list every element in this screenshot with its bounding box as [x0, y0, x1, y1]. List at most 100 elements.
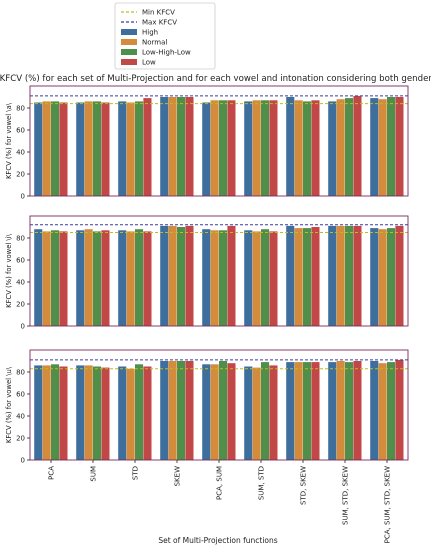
- bar-high-8: [328, 101, 337, 196]
- y-tick-label: 40: [16, 279, 25, 287]
- bar-low-high-low-1: [51, 230, 60, 326]
- y-tick-label: 80: [16, 235, 25, 243]
- bar-low-2: [101, 102, 110, 196]
- bar-normal-8: [336, 361, 345, 460]
- bar-high-3: [118, 101, 127, 196]
- bar-normal-1: [42, 101, 51, 196]
- bar-normal-6: [252, 367, 261, 460]
- bar-high-1: [34, 102, 43, 196]
- bar-low-5: [227, 100, 236, 196]
- bar-normal-1: [42, 365, 51, 460]
- bar-normal-2: [84, 365, 93, 460]
- bar-low-high-low-3: [135, 101, 144, 196]
- bar-low-2: [101, 367, 110, 460]
- y-tick-label: 0: [21, 457, 25, 465]
- legend-entry-low-swatch: [121, 59, 137, 65]
- y-tick-label: 0: [21, 193, 25, 201]
- bar-high-5: [202, 364, 211, 460]
- bar-low-7: [311, 100, 320, 196]
- bar-low-3: [143, 98, 152, 196]
- bar-low-8: [353, 95, 362, 196]
- bar-normal-5: [210, 230, 219, 326]
- legend-entry-high-swatch: [121, 29, 137, 35]
- bar-normal-3: [126, 102, 135, 196]
- x-tick-label-8: SUM, STD, SKEW: [342, 466, 350, 525]
- y-tick-label: 20: [16, 435, 25, 443]
- bar-normal-5: [210, 100, 219, 196]
- bar-normal-7: [294, 100, 303, 196]
- bar-normal-7: [294, 362, 303, 460]
- bar-normal-9: [378, 363, 387, 460]
- bar-low-high-low-2: [93, 101, 102, 196]
- x-tick-label-4: SKEW: [174, 466, 182, 486]
- bar-low-high-low-9: [387, 228, 396, 326]
- panel-frame: [29, 215, 409, 327]
- y-axis-label: KFCV (%) for vowel \i\: [5, 233, 13, 308]
- x-tick-label-3: STD: [132, 466, 140, 480]
- bar-low-high-low-8: [345, 362, 354, 460]
- bar-low-9: [395, 225, 404, 326]
- bar-low-high-low-3: [135, 364, 144, 460]
- bar-high-6: [244, 230, 253, 326]
- bar-normal-8: [336, 99, 345, 196]
- legend-entry-low-high-low-label: Low-High-Low: [142, 49, 191, 57]
- bar-low-high-low-6: [261, 229, 270, 326]
- bar-high-7: [286, 225, 295, 326]
- legend-entry-low-high-low-swatch: [121, 49, 137, 55]
- bar-high-2: [76, 102, 85, 196]
- bar-low-high-low-7: [303, 362, 312, 460]
- bar-normal-2: [84, 229, 93, 326]
- bar-low-high-low-3: [135, 229, 144, 326]
- bar-low-high-low-4: [177, 227, 186, 326]
- bar-normal-8: [336, 225, 345, 326]
- bar-normal-3: [126, 368, 135, 460]
- bar-high-3: [118, 230, 127, 326]
- bar-high-8: [328, 225, 337, 326]
- bar-high-3: [118, 366, 127, 460]
- bar-high-6: [244, 366, 253, 460]
- bar-low-4: [185, 225, 194, 326]
- bar-normal-4: [168, 361, 177, 460]
- legend-entry-max-kfcv-label: Max KFCV: [142, 19, 177, 27]
- bar-high-4: [160, 97, 169, 196]
- bar-high-5: [202, 102, 211, 196]
- bar-low-7: [311, 362, 320, 460]
- y-axis-label: KFCV (%) for vowel \u\: [5, 366, 13, 443]
- bar-low-8: [353, 225, 362, 326]
- bar-low-6: [269, 100, 278, 196]
- bar-normal-6: [252, 100, 261, 196]
- x-tick-label-9: PCA, SUM, STD, SKEW: [384, 466, 392, 543]
- bar-normal-3: [126, 231, 135, 326]
- bar-normal-9: [378, 229, 387, 326]
- bar-normal-6: [252, 231, 261, 326]
- bar-high-7: [286, 362, 295, 460]
- legend-entry-min-kfcv-label: Min KFCV: [142, 9, 175, 17]
- bar-low-2: [101, 230, 110, 326]
- bar-low-3: [143, 366, 152, 460]
- bar-normal-1: [42, 231, 51, 326]
- bar-normal-4: [168, 225, 177, 326]
- bar-high-9: [370, 228, 379, 326]
- bar-low-6: [269, 231, 278, 326]
- x-tick-label-7: STD, SKEW: [300, 466, 308, 505]
- bar-low-high-low-8: [345, 98, 354, 196]
- bar-low-4: [185, 97, 194, 196]
- legend-entry-normal-swatch: [121, 39, 137, 45]
- bar-normal-2: [84, 101, 93, 196]
- bar-low-high-low-4: [177, 361, 186, 460]
- bar-normal-5: [210, 364, 219, 460]
- chart-title: KFCV (%) for each set of Multi-Projectio…: [0, 74, 431, 84]
- bar-normal-9: [378, 99, 387, 196]
- bar-low-9: [395, 97, 404, 196]
- x-tick-label-2: SUM: [90, 466, 98, 482]
- bar-low-high-low-9: [387, 97, 396, 196]
- bar-low-high-low-5: [219, 100, 228, 196]
- panel-frame: [29, 85, 409, 197]
- y-tick-label: 60: [16, 257, 25, 265]
- bar-high-9: [370, 361, 379, 460]
- bar-low-high-low-7: [303, 228, 312, 326]
- bar-high-9: [370, 98, 379, 196]
